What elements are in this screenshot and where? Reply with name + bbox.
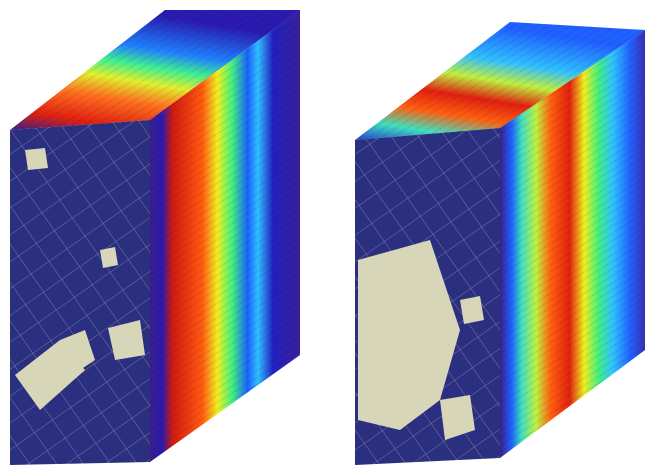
cube-top-texture (10, 10, 300, 130)
cube-side-texture (500, 30, 645, 458)
cube-front (10, 120, 150, 465)
cube-side-texture (150, 10, 300, 462)
cube-front-fields (15, 148, 145, 410)
cube-front-fields (358, 240, 484, 440)
cube-top-texture (355, 22, 645, 140)
cube-right (355, 22, 645, 465)
cube-left (10, 10, 300, 465)
